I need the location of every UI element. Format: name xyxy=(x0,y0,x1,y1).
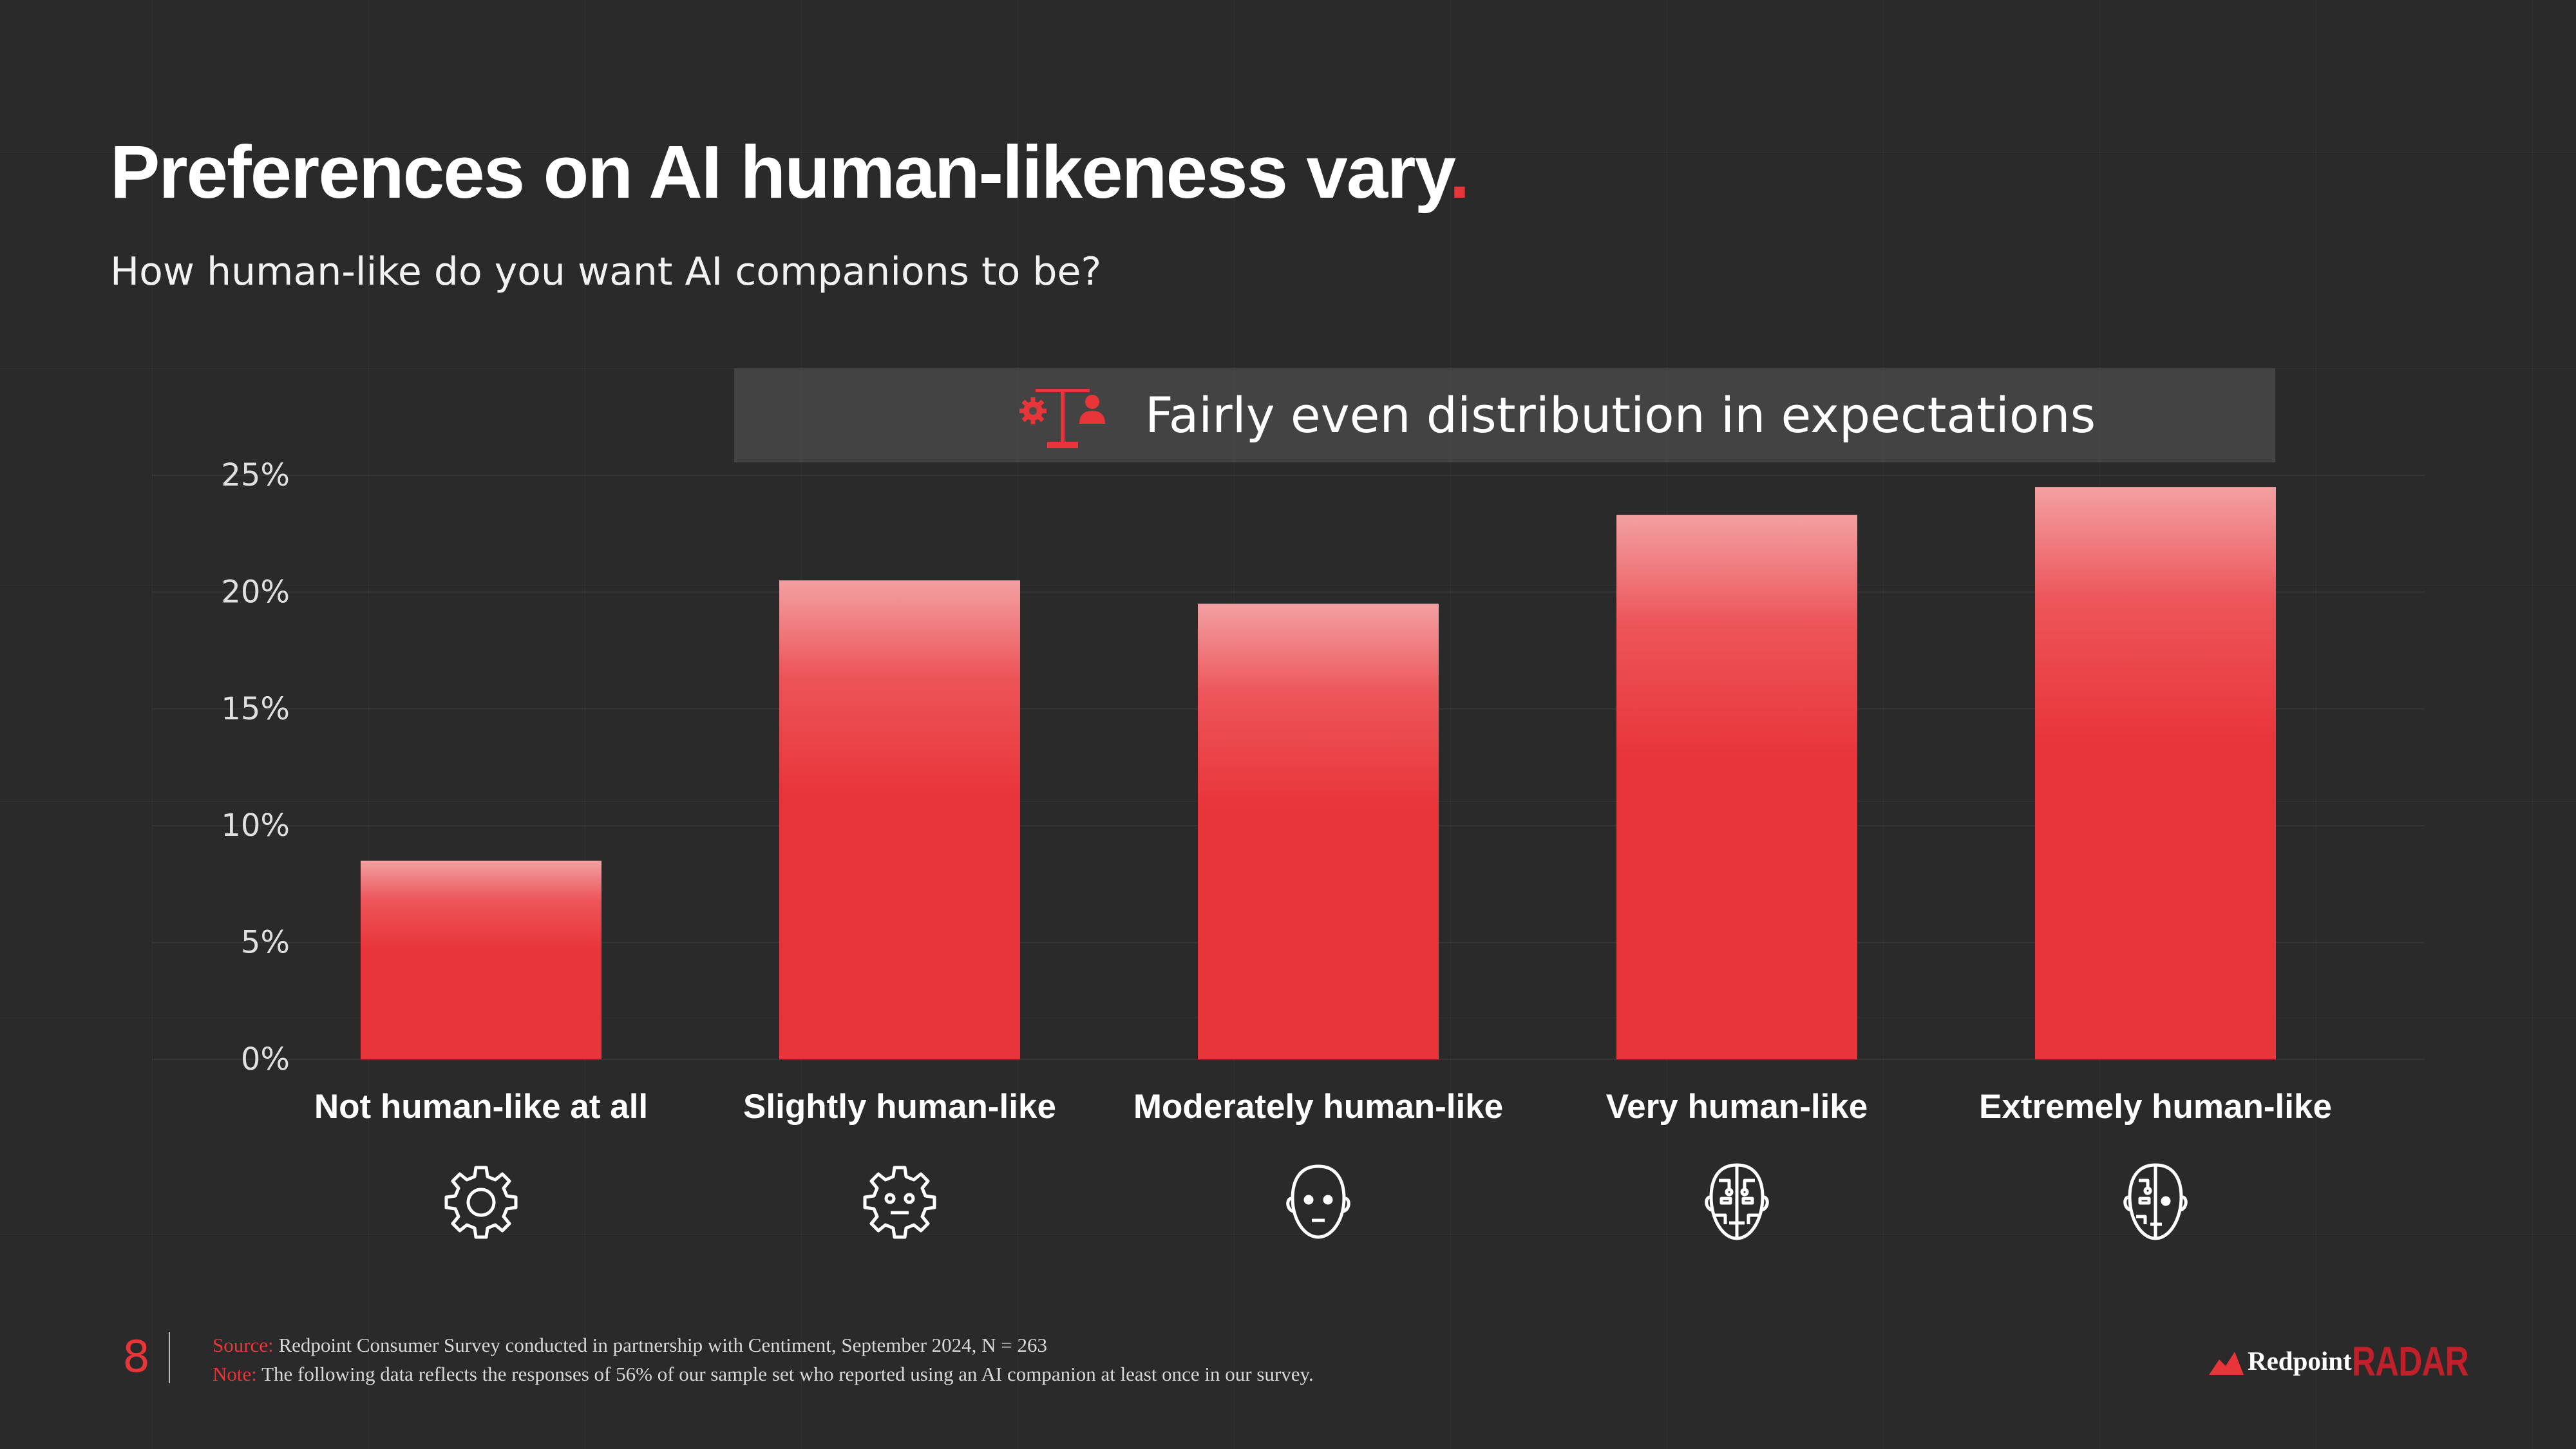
note-text: The following data reflects the response… xyxy=(256,1363,1314,1385)
source-note: Source: Redpoint Consumer Survey conduct… xyxy=(213,1334,1047,1357)
half-circuit-face-icon xyxy=(2123,1163,2188,1240)
gear-icon xyxy=(444,1166,518,1239)
y-tick-label: 15% xyxy=(221,691,290,727)
callout-banner: Fairly even distribution in expectations xyxy=(734,368,2275,462)
brand-product: RADAR xyxy=(2352,1338,2469,1385)
note: Note: The following data reflects the re… xyxy=(213,1363,1314,1386)
page-title: Preferences on AI human-likeness vary. xyxy=(110,129,1470,215)
note-label: Note: xyxy=(213,1363,257,1385)
redpoint-logo-icon xyxy=(2209,1352,2244,1375)
face-icon xyxy=(1286,1164,1350,1239)
y-tick-label: 10% xyxy=(221,808,290,844)
source-text: Redpoint Consumer Survey conducted in pa… xyxy=(273,1334,1048,1356)
bar xyxy=(779,580,1020,1059)
page-number: 8 xyxy=(122,1332,151,1383)
y-tick-label: 20% xyxy=(221,574,290,610)
bar xyxy=(2035,487,2276,1059)
bar xyxy=(1198,603,1439,1059)
source-label: Source: xyxy=(213,1334,274,1356)
y-tick-label: 0% xyxy=(241,1041,290,1077)
x-category-label: Slightly human-like xyxy=(743,1088,1056,1126)
x-category-label: Not human-like at all xyxy=(314,1088,648,1126)
x-axis: Not human-like at all Slightly human-like… xyxy=(314,1088,2332,1126)
y-axis: 0% 5% 10% 15% 20% 25% xyxy=(221,457,290,1077)
bar xyxy=(361,860,601,1059)
y-tick-label: 5% xyxy=(241,925,290,961)
footer-divider xyxy=(169,1332,170,1383)
y-tick-label: 25% xyxy=(221,457,290,493)
brand-name: Redpoint xyxy=(2248,1346,2352,1376)
gear-face-icon xyxy=(863,1166,936,1239)
page-subtitle: How human-like do you want AI companions… xyxy=(110,249,1102,294)
callout-text: Fairly even distribution in expectations xyxy=(1145,386,2096,444)
brand-logo: Redpoint RADAR xyxy=(2209,1336,2479,1385)
bar-series xyxy=(361,487,2276,1059)
bar xyxy=(1616,515,1857,1059)
page-title-dot: . xyxy=(1449,130,1470,214)
x-category-label: Very human-like xyxy=(1606,1088,1868,1126)
balance-scale-gear-person-icon xyxy=(1019,389,1105,448)
x-category-label: Moderately human-like xyxy=(1133,1088,1503,1126)
page-title-text: Preferences on AI human-likeness vary xyxy=(110,130,1450,214)
circuit-face-icon xyxy=(1705,1163,1769,1240)
x-category-label: Extremely human-like xyxy=(1979,1088,2332,1126)
